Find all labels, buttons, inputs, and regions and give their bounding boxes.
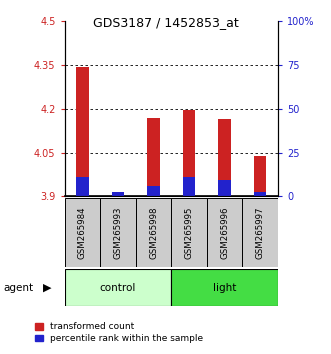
Bar	[218, 119, 231, 196]
Legend: transformed count, percentile rank within the sample: transformed count, percentile rank withi…	[31, 319, 207, 347]
Text: control: control	[100, 282, 136, 293]
Bar	[65, 269, 171, 306]
Bar	[171, 269, 278, 306]
Text: GSM265995: GSM265995	[185, 206, 194, 259]
Text: GSM265996: GSM265996	[220, 206, 229, 259]
Bar	[242, 198, 278, 267]
Text: light: light	[213, 282, 236, 293]
Bar	[183, 110, 195, 196]
Bar	[254, 156, 266, 196]
Text: ▶: ▶	[43, 282, 52, 293]
Bar	[112, 192, 124, 196]
Text: GSM265984: GSM265984	[78, 206, 87, 259]
Bar	[147, 186, 160, 196]
Text: GDS3187 / 1452853_at: GDS3187 / 1452853_at	[93, 16, 238, 29]
Bar	[76, 177, 89, 196]
Bar	[254, 192, 266, 196]
Text: GSM265993: GSM265993	[114, 206, 122, 259]
Bar	[100, 198, 136, 267]
Text: GSM265997: GSM265997	[256, 206, 265, 259]
Text: GSM265998: GSM265998	[149, 206, 158, 259]
Text: agent: agent	[3, 282, 33, 293]
Bar	[218, 181, 231, 196]
Bar	[207, 198, 242, 267]
Bar	[76, 67, 89, 196]
Bar	[65, 198, 100, 267]
Bar	[147, 118, 160, 196]
Bar	[171, 198, 207, 267]
Bar	[183, 177, 195, 196]
Bar	[112, 192, 124, 196]
Bar	[136, 198, 171, 267]
